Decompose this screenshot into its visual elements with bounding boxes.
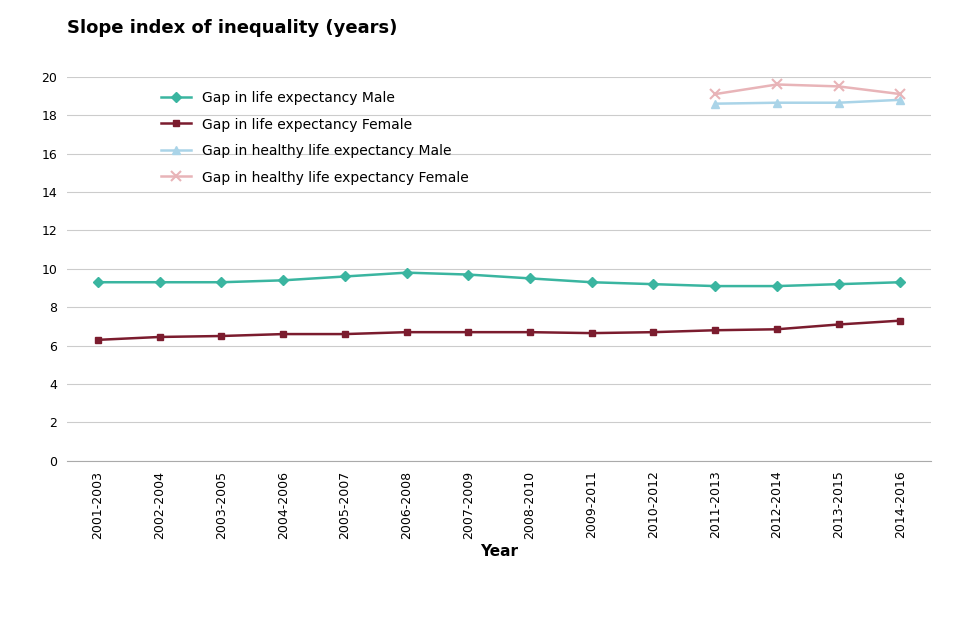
Gap in life expectancy Male: [154, 278, 165, 286]
Gap in life expectancy Female: [463, 328, 474, 336]
Gap in healthy life expectancy Female: [833, 83, 845, 90]
Gap in life expectancy Male: [895, 278, 906, 286]
Gap in life expectancy Female: [92, 336, 104, 344]
Gap in healthy life expectancy Female: [709, 90, 721, 98]
Line: Gap in life expectancy Female: Gap in life expectancy Female: [95, 317, 903, 343]
Gap in life expectancy Male: [586, 278, 597, 286]
Gap in life expectancy Female: [216, 332, 228, 340]
Gap in life expectancy Female: [895, 317, 906, 324]
Gap in life expectancy Male: [339, 273, 350, 280]
Gap in life expectancy Male: [771, 282, 782, 290]
X-axis label: Year: Year: [480, 545, 518, 559]
Gap in life expectancy Male: [648, 280, 660, 288]
Gap in life expectancy Female: [709, 326, 721, 334]
Gap in life expectancy Female: [401, 328, 413, 336]
Gap in life expectancy Female: [524, 328, 536, 336]
Gap in life expectancy Female: [586, 329, 597, 337]
Gap in healthy life expectancy Male: [895, 96, 906, 104]
Gap in life expectancy Male: [709, 282, 721, 290]
Gap in healthy life expectancy Female: [771, 81, 782, 88]
Gap in life expectancy Male: [833, 280, 845, 288]
Legend: Gap in life expectancy Male, Gap in life expectancy Female, Gap in healthy life : Gap in life expectancy Male, Gap in life…: [160, 92, 469, 185]
Gap in life expectancy Male: [463, 271, 474, 278]
Gap in healthy life expectancy Male: [833, 99, 845, 106]
Line: Gap in healthy life expectancy Male: Gap in healthy life expectancy Male: [711, 95, 904, 108]
Gap in life expectancy Male: [401, 269, 413, 276]
Gap in life expectancy Female: [833, 321, 845, 328]
Line: Gap in life expectancy Male: Gap in life expectancy Male: [95, 269, 903, 289]
Gap in life expectancy Male: [524, 275, 536, 282]
Gap in healthy life expectancy Male: [771, 99, 782, 106]
Gap in life expectancy Female: [648, 328, 660, 336]
Gap in life expectancy Male: [277, 276, 289, 284]
Line: Gap in healthy life expectancy Female: Gap in healthy life expectancy Female: [710, 79, 905, 99]
Gap in life expectancy Female: [339, 330, 350, 338]
Gap in life expectancy Male: [92, 278, 104, 286]
Gap in life expectancy Female: [771, 325, 782, 333]
Gap in life expectancy Female: [277, 330, 289, 338]
Gap in life expectancy Female: [154, 333, 165, 340]
Gap in life expectancy Male: [216, 278, 228, 286]
Gap in healthy life expectancy Male: [709, 100, 721, 108]
Text: Slope index of inequality (years): Slope index of inequality (years): [67, 19, 397, 37]
Gap in healthy life expectancy Female: [895, 90, 906, 98]
